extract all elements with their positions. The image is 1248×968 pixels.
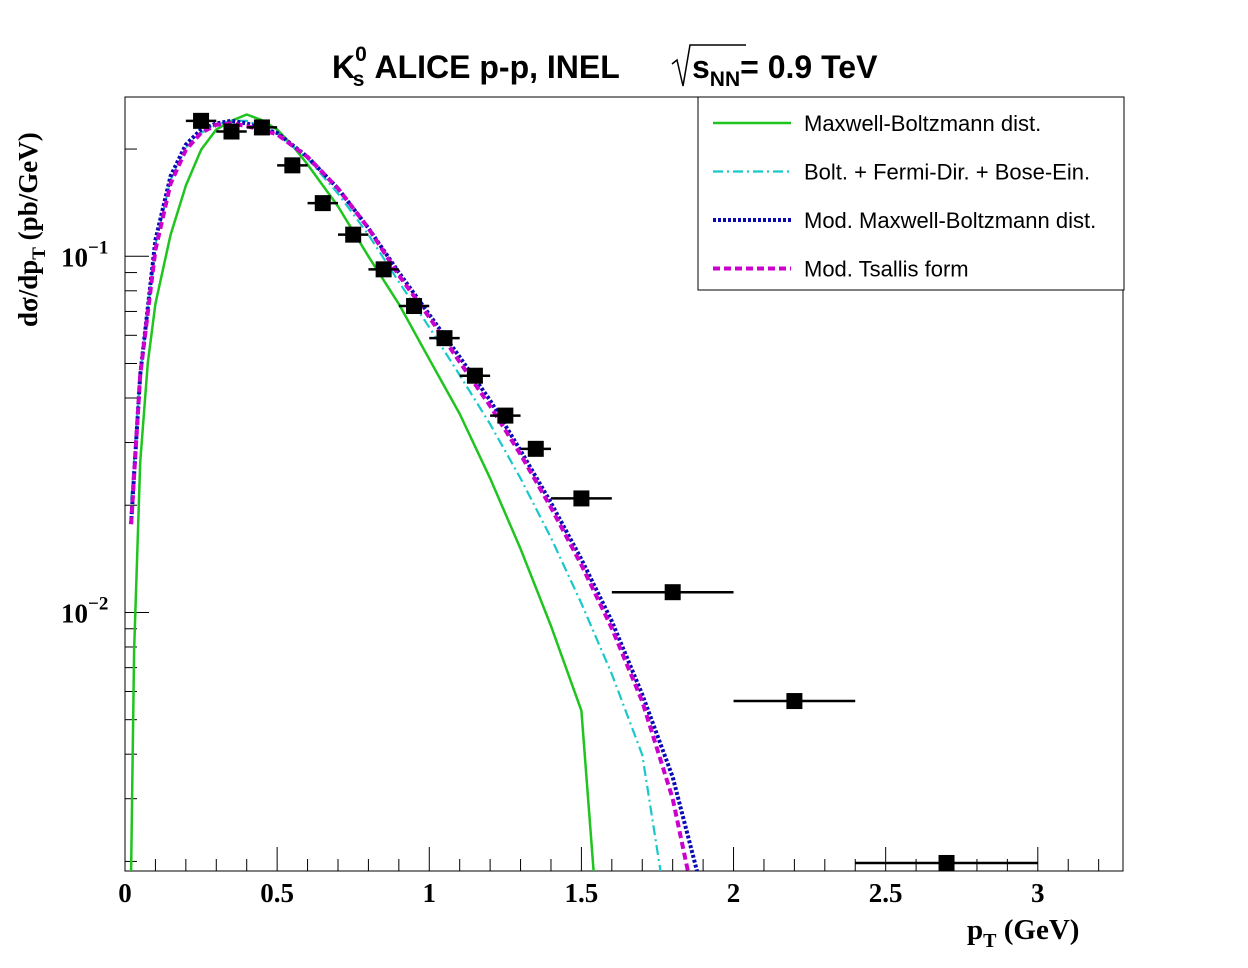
- x-tick-label: 0: [118, 878, 132, 908]
- x-tick-label: 1.5: [565, 878, 599, 908]
- x-tick-label: 2: [727, 878, 741, 908]
- x-axis-tick-labels: 0 0.5 1 1.5 2 2.5 3: [118, 878, 1044, 908]
- data-point-marker: [466, 367, 483, 384]
- chart-title: K0 s ALICE p-p, INEL: [332, 43, 620, 91]
- data-point-marker: [938, 854, 955, 871]
- data-point-marker: [223, 123, 240, 140]
- data-point-marker: [375, 261, 392, 278]
- y-axis-ticks: [125, 148, 149, 862]
- data-point-marker: [253, 119, 270, 136]
- sqrt-symbol: [671, 44, 746, 87]
- data-point-marker: [193, 112, 210, 129]
- data-point-marker: [436, 330, 453, 347]
- legend-box: [697, 96, 1125, 291]
- legend-label-2: Bolt. + Fermi-Dir. + Bose-Ein.: [804, 160, 1090, 185]
- data-point-marker: [345, 226, 362, 243]
- legend: Maxwell-Boltzmann dist. Bolt. + Fermi-Dir…: [697, 96, 1125, 291]
- data-point-marker: [406, 298, 423, 315]
- data-point-marker: [786, 693, 803, 710]
- data-point-marker: [497, 407, 514, 424]
- y-axis-label: dσ/dpT (pb/GeV): [13, 132, 50, 327]
- data-point-marker: [314, 195, 331, 212]
- legend-label-1: Maxwell-Boltzmann dist.: [804, 111, 1041, 136]
- chart-title-energy: sNN= 0.9 TeV: [692, 49, 878, 91]
- x-axis-ticks: [124, 847, 1100, 871]
- y-tick-label: 10−2: [61, 593, 108, 628]
- x-tick-label: 3: [1031, 878, 1045, 908]
- data-point-marker: [664, 584, 681, 601]
- data-point-marker: [527, 440, 544, 457]
- x-tick-label: 0.5: [260, 878, 294, 908]
- legend-label-3: Mod. Maxwell-Boltzmann dist.: [804, 208, 1096, 233]
- y-tick-label: 10−1: [61, 237, 108, 272]
- x-tick-label: 2.5: [869, 878, 903, 908]
- x-tick-label: 1: [423, 878, 437, 908]
- data-points: [185, 112, 1038, 871]
- data-point-marker: [284, 157, 301, 174]
- x-axis-label: pT (GeV): [967, 914, 1079, 952]
- plot-frame: [124, 96, 1124, 872]
- series-curve-3: [129, 118, 699, 871]
- legend-label-4: Mod. Tsallis form: [804, 257, 969, 282]
- fit-curves: [129, 113, 699, 871]
- series-curve-1: [129, 113, 595, 871]
- data-point-marker: [573, 490, 590, 507]
- series-curve-4: [129, 121, 690, 871]
- y-axis-tick-labels: 10−1 10−2: [61, 237, 108, 628]
